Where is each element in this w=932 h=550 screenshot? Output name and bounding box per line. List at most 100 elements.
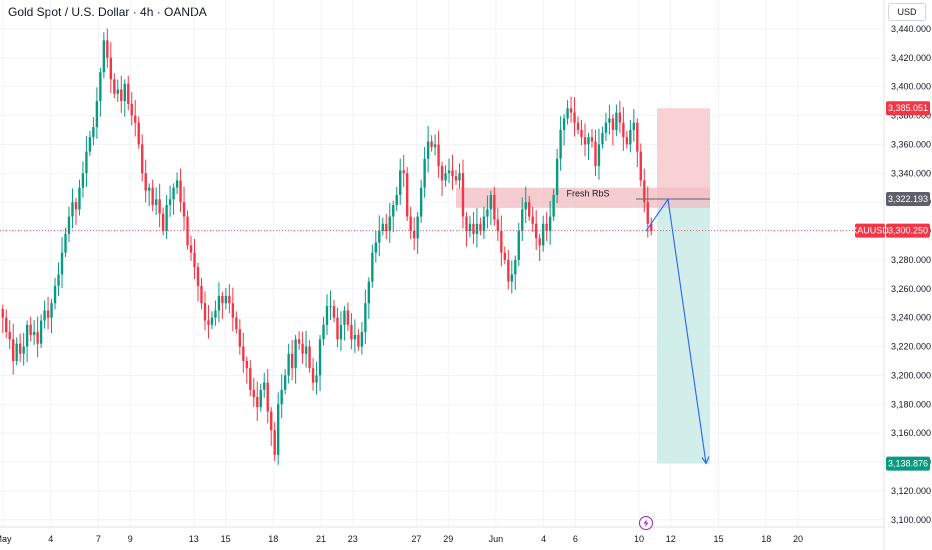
candle-body xyxy=(92,127,95,138)
candle xyxy=(639,143,642,187)
candle xyxy=(238,319,242,355)
candle xyxy=(263,372,266,398)
candle xyxy=(144,159,147,203)
candle xyxy=(158,183,161,228)
stop-price-tag: 3,385.051 xyxy=(886,101,930,116)
candle-body xyxy=(493,194,496,220)
candle xyxy=(409,206,412,240)
y-tick-label: 3,440.000 xyxy=(891,24,931,34)
candle xyxy=(406,167,409,221)
candle xyxy=(22,332,25,366)
candle xyxy=(423,146,426,198)
candle xyxy=(301,331,304,364)
candle xyxy=(346,302,350,332)
candle xyxy=(106,28,109,68)
candle-body xyxy=(332,306,336,318)
candle-body xyxy=(632,122,636,130)
candle-body xyxy=(127,83,130,104)
y-tick-label: 3,420.000 xyxy=(891,53,931,63)
candle-body xyxy=(416,216,419,239)
candle xyxy=(280,374,283,418)
stop-zone xyxy=(657,108,710,199)
candle xyxy=(277,392,280,465)
candle-body xyxy=(426,141,430,159)
candle-body xyxy=(514,259,517,275)
candle-body xyxy=(336,317,339,340)
candle-body xyxy=(207,320,210,325)
candle xyxy=(123,79,126,117)
candle-body xyxy=(252,389,255,398)
candle xyxy=(419,179,423,223)
x-tick-label: 9 xyxy=(128,534,133,544)
candle xyxy=(458,163,461,189)
x-tick-label: May xyxy=(0,534,12,544)
candle-body xyxy=(259,389,262,408)
candle-body xyxy=(430,141,433,148)
candle xyxy=(353,319,357,354)
candle-body xyxy=(385,223,388,232)
candle xyxy=(182,186,186,231)
candle xyxy=(632,109,636,142)
candle xyxy=(134,99,137,137)
candle-body xyxy=(573,112,576,123)
candle xyxy=(57,262,60,296)
candle-body xyxy=(311,368,315,383)
candle xyxy=(454,169,458,185)
candle-body xyxy=(608,118,611,123)
candle-body xyxy=(99,72,102,102)
candle-body xyxy=(29,324,32,335)
candle-body xyxy=(210,317,214,325)
candle-body xyxy=(433,144,437,148)
candle-body xyxy=(601,132,604,145)
candle-body xyxy=(625,137,629,145)
candle xyxy=(364,289,367,344)
candle xyxy=(36,316,39,358)
candle-body xyxy=(444,173,447,181)
candle xyxy=(507,249,510,290)
candle xyxy=(643,168,646,213)
candle xyxy=(447,158,451,184)
y-tick-label: 3,400.000 xyxy=(891,82,931,92)
candle-body xyxy=(18,343,22,354)
candle-body xyxy=(489,194,493,210)
candle xyxy=(503,246,507,265)
candle xyxy=(367,277,371,319)
candle xyxy=(175,172,179,194)
candle xyxy=(468,215,472,238)
lightning-icon[interactable] xyxy=(639,516,653,530)
last-price-tag-box xyxy=(886,223,930,238)
currency-button[interactable]: USD xyxy=(888,3,926,21)
x-tick-label: 7 xyxy=(96,534,101,544)
candle-body xyxy=(618,112,622,123)
candle-body xyxy=(238,329,242,347)
candle xyxy=(541,215,545,252)
x-tick-label: 10 xyxy=(634,534,644,544)
candle xyxy=(18,333,22,362)
candle-body xyxy=(249,368,252,390)
candle-body xyxy=(189,245,193,253)
y-tick-label: 3,180.000 xyxy=(891,399,931,409)
candle xyxy=(25,320,29,363)
candle xyxy=(53,277,57,310)
x-tick-label: 6 xyxy=(573,534,578,544)
candle-body xyxy=(629,129,632,145)
candle-body xyxy=(57,274,60,286)
candle xyxy=(587,132,590,160)
candle-body xyxy=(392,205,395,217)
candle-body xyxy=(5,317,8,333)
candle xyxy=(493,186,496,226)
target-price-tag: 3,138.876 xyxy=(886,456,930,471)
candle-body xyxy=(182,202,186,217)
candle-body xyxy=(186,216,189,246)
candle xyxy=(130,92,133,126)
candle xyxy=(622,107,625,151)
candle-body xyxy=(297,339,301,344)
candle xyxy=(629,119,632,153)
candle xyxy=(189,235,193,261)
y-tick-label: 3,380.000 xyxy=(891,111,931,121)
candle-body xyxy=(597,144,601,167)
candle xyxy=(343,306,346,341)
x-tick-label: 15 xyxy=(713,534,723,544)
y-tick-label: 3,360.000 xyxy=(891,139,931,149)
